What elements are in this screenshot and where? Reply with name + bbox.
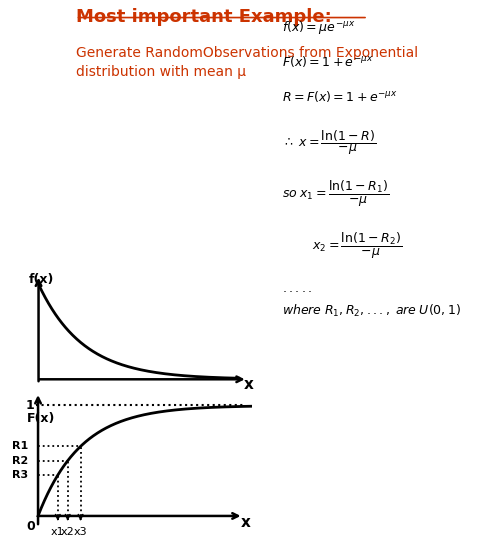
Text: x: x [240,515,250,530]
Text: $R = F(x) = 1 + e^{-\mu x}$: $R = F(x) = 1 + e^{-\mu x}$ [282,89,398,104]
Text: $so\; x_1 = \dfrac{\ln(1-R_1)}{-\mu}$: $so\; x_1 = \dfrac{\ln(1-R_1)}{-\mu}$ [282,179,390,208]
Text: Most important Example:: Most important Example: [76,8,331,26]
Text: $x_2 = \dfrac{\ln(1-R_2)}{-\mu}$: $x_2 = \dfrac{\ln(1-R_2)}{-\mu}$ [312,231,403,261]
Text: x3: x3 [74,527,87,537]
Text: Generate RandomObservations from Exponential
distribution with mean μ: Generate RandomObservations from Exponen… [76,46,418,79]
Text: $\therefore\; x = \dfrac{\ln(1-R)}{-\mu}$: $\therefore\; x = \dfrac{\ln(1-R)}{-\mu}… [282,127,376,157]
Text: $.....$: $.....$ [282,282,312,295]
Text: x1: x1 [51,527,65,537]
Text: $F(x) = 1 + e^{-\mu x}$: $F(x) = 1 + e^{-\mu x}$ [282,54,373,69]
Text: x2: x2 [61,527,75,537]
Text: $f(x) = \mu e^{-\mu x}$: $f(x) = \mu e^{-\mu x}$ [282,19,355,36]
Text: R1: R1 [13,441,29,451]
Text: x: x [243,376,254,392]
Text: 1: 1 [26,399,35,412]
Text: F(x): F(x) [27,412,55,425]
Text: $where\; R_1, R_2,...,\; are\; U(0,1)$: $where\; R_1, R_2,...,\; are\; U(0,1)$ [282,303,461,319]
Text: 0: 0 [26,521,35,534]
Text: R2: R2 [13,456,29,465]
Text: R3: R3 [13,470,29,480]
Text: f(x): f(x) [29,273,54,286]
